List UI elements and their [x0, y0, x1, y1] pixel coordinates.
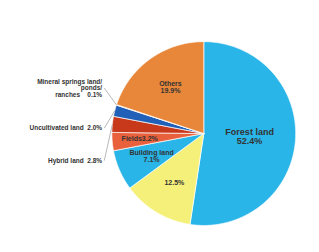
svg-text:Building land7.1%: Building land7.1%: [129, 149, 173, 163]
svg-text:Uncultivated land 2.0%: Uncultivated land 2.0%: [30, 124, 103, 131]
svg-text:Fields3.2%: Fields3.2%: [122, 135, 159, 142]
svg-text:Hybrid land 2.8%: Hybrid land 2.8%: [48, 157, 102, 165]
svg-text:Forest land52.4%: Forest land52.4%: [225, 127, 274, 146]
svg-text:12.5%: 12.5%: [164, 179, 185, 186]
svg-text:Others19.9%: Others19.9%: [159, 80, 182, 94]
svg-text:Mineral springs land/ponds/ran: Mineral springs land/ponds/ranches 0.1%: [37, 78, 102, 98]
